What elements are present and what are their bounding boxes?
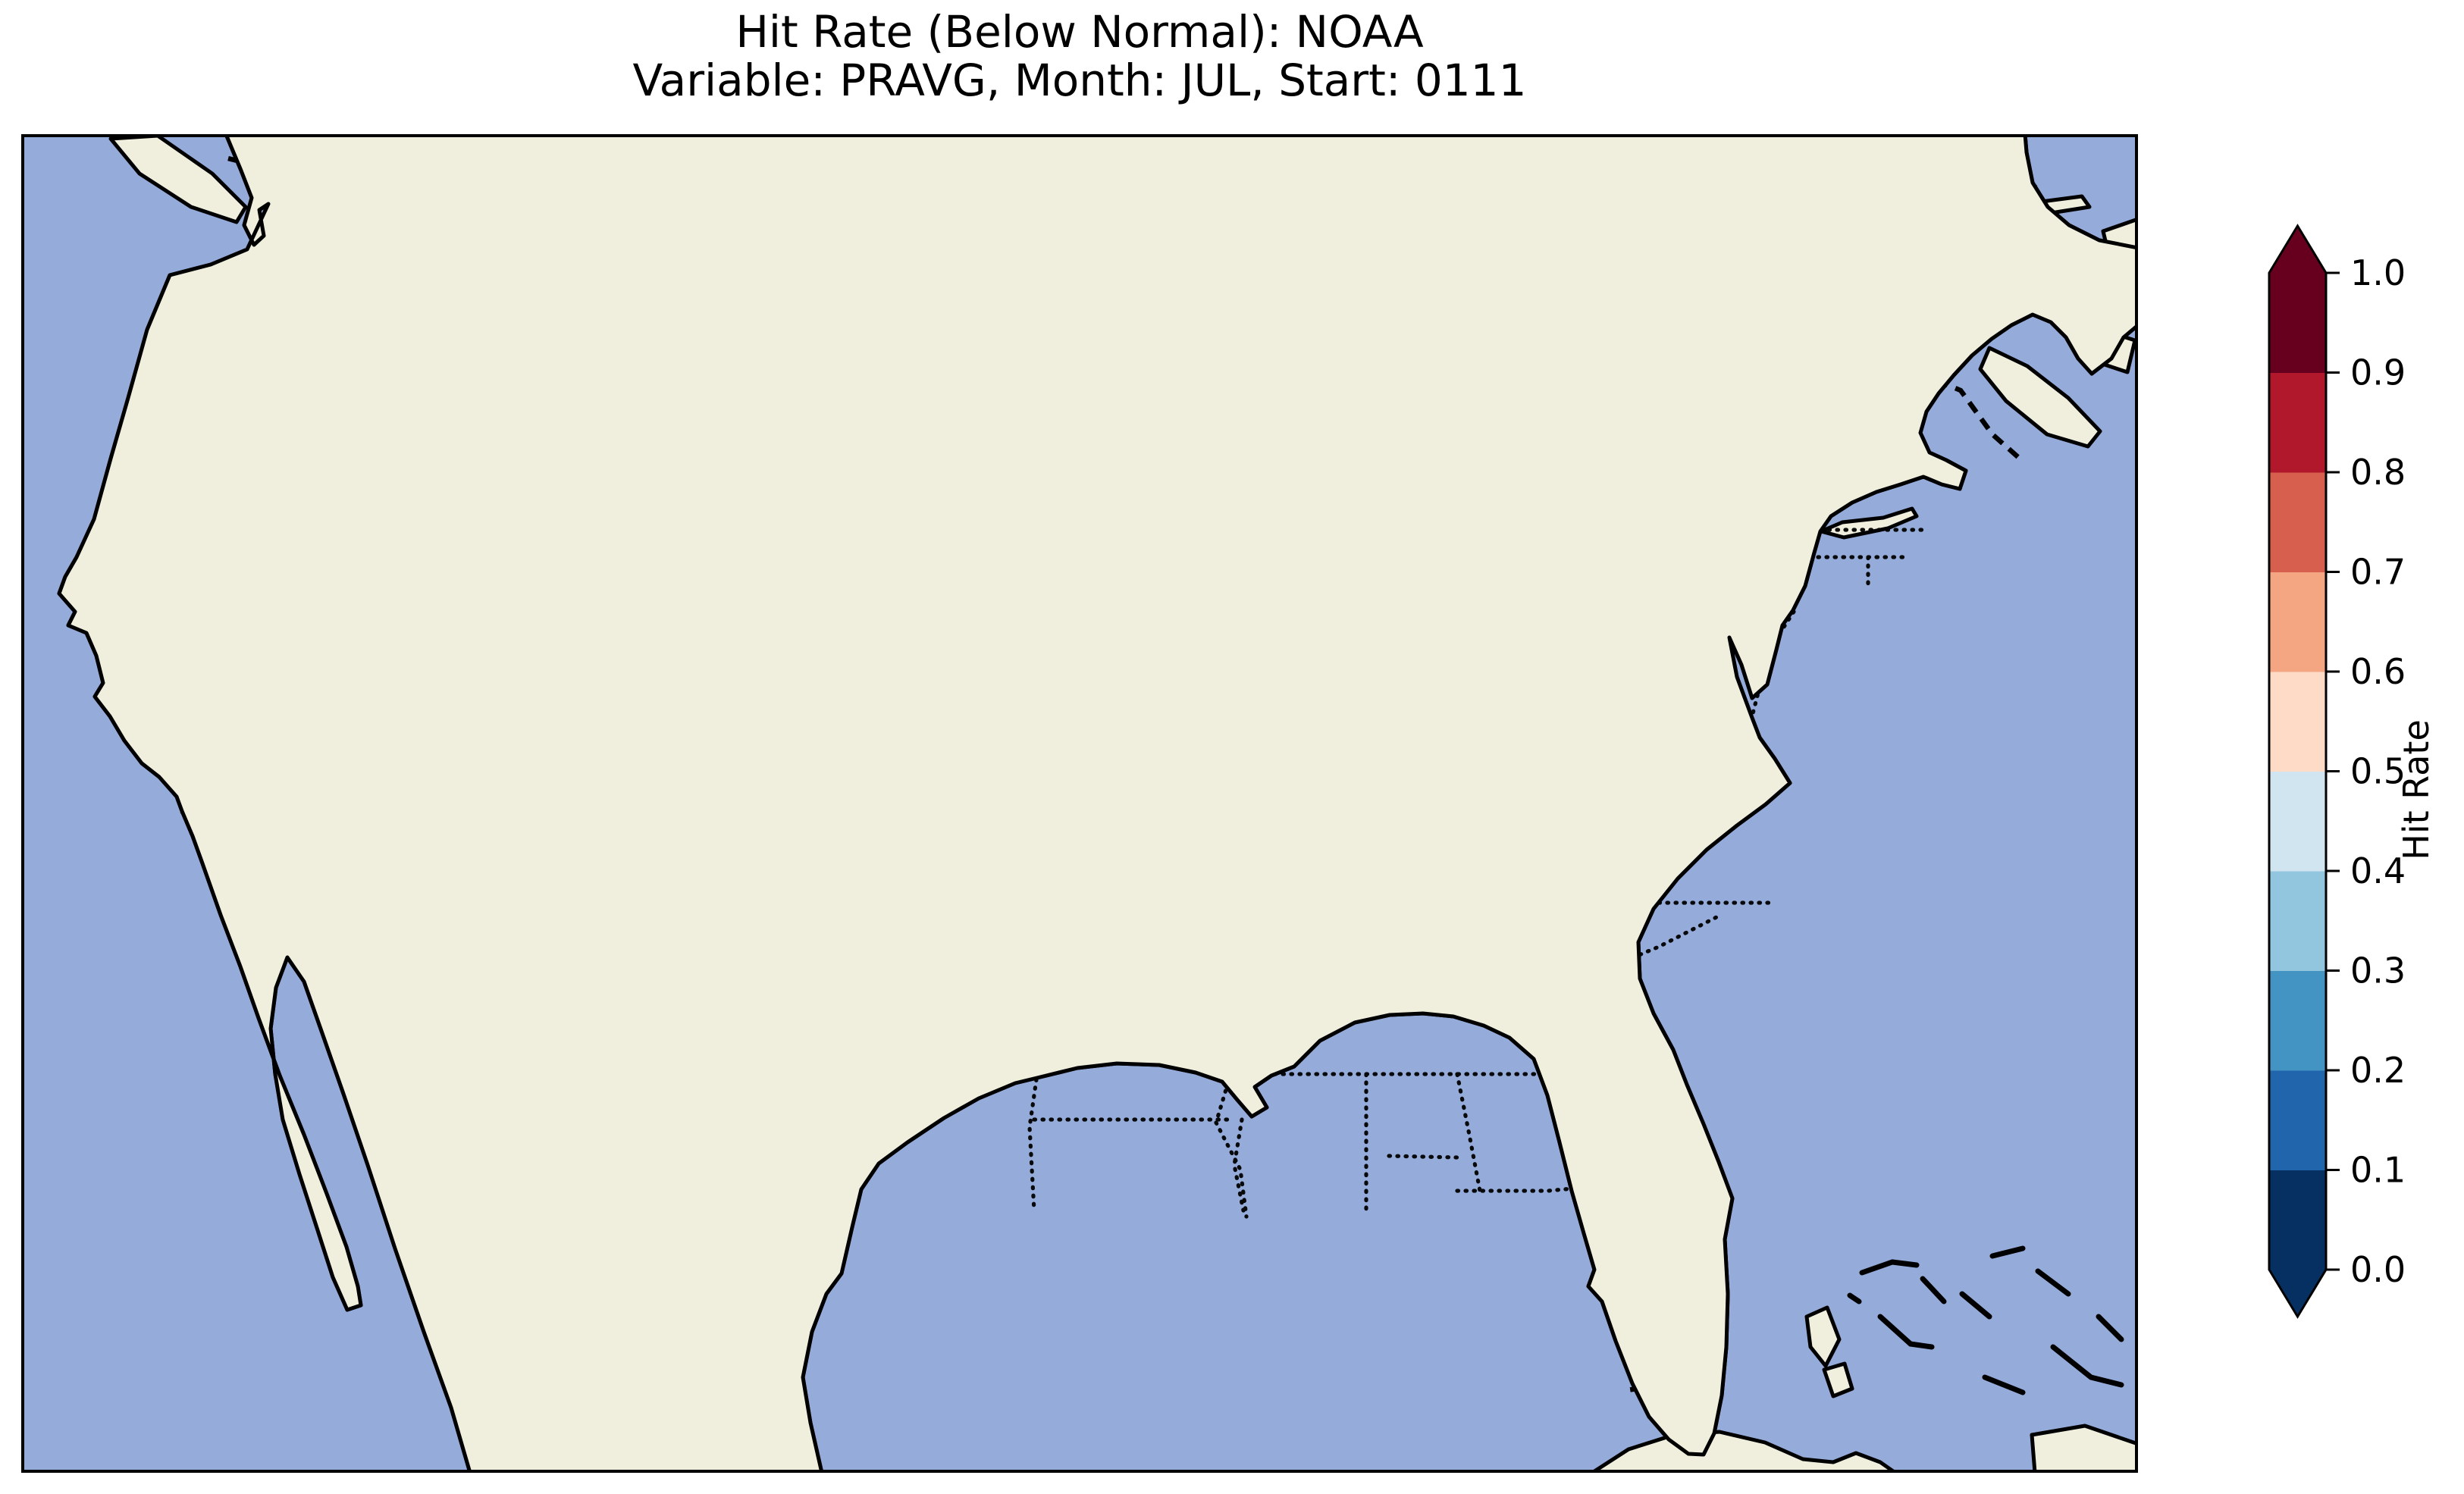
vancouver-island [108, 134, 248, 224]
colorbar-bin-0.5-0.6 [2269, 672, 2326, 772]
colorbar-tick-label: 0.8 [2350, 452, 2406, 493]
colorbar-ticks: 0.0 0.1 0.2 0.3 0.4 0.5 0.6 0.7 0.8 0.9 1.0 [2326, 252, 2406, 1290]
figure-title: Hit Rate (Below Normal): NOAA Variable: … [21, 8, 2138, 105]
title-line-2: Variable: PRAVG, Month: JUL, Start: 0111 [632, 55, 1527, 106]
us-hit-rate-map [21, 134, 2138, 1473]
colorbar-bin-0.7-0.8 [2269, 472, 2326, 572]
colorbar-over-arrow [2269, 226, 2326, 273]
colorbar-tick-label: 0.0 [2350, 1249, 2406, 1290]
colorbar-tick-label: 0.7 [2350, 552, 2406, 593]
colorbar-tick-label: 0.4 [2350, 850, 2406, 891]
colorbar-bin-0.8-0.9 [2269, 372, 2326, 473]
colorbar-axis-label: Hit Rate [2396, 719, 2437, 860]
map-panel [21, 134, 2138, 1473]
colorbar-tick-label: 0.1 [2350, 1150, 2406, 1191]
colorbar-tick-label: 0.5 [2350, 751, 2406, 792]
nova-scotia [1978, 346, 2102, 449]
map-frame [21, 134, 2138, 1473]
colorbar-bin-0.9-1.0 [2269, 273, 2326, 373]
hispaniola [2030, 1424, 2138, 1473]
bahamas-cays [1847, 1245, 2124, 1395]
colorbar-bin-0.2-0.3 [2269, 970, 2326, 1071]
andros-island [1804, 1305, 1842, 1368]
colorbar-tick-label: 0.6 [2350, 651, 2406, 692]
colorbar-tick-label: 0.2 [2350, 1050, 2406, 1091]
colorbar-bin-0.6-0.7 [2269, 572, 2326, 672]
colorbar-panel: 0.0 0.1 0.2 0.3 0.4 0.5 0.6 0.7 0.8 0.9 1.0 Hit Ra… [2244, 205, 2464, 1342]
colorbar-under-arrow [2269, 1270, 2326, 1317]
title-line-1: Hit Rate (Below Normal): NOAA [735, 6, 1424, 58]
colorbar-tick-label: 0.3 [2350, 951, 2406, 991]
colorbar-bin-0.1-0.2 [2269, 1070, 2326, 1170]
colorbar-segments [2269, 226, 2326, 1317]
bahama-island [1822, 1361, 1854, 1398]
colorbar-bin-0.3-0.4 [2269, 871, 2326, 971]
cuba [1590, 1430, 1898, 1473]
colorbar-tick-label: 0.9 [2350, 352, 2406, 393]
colorbar-bin-0.0-0.1 [2269, 1170, 2326, 1270]
colorbar-bin-0.4-0.5 [2269, 771, 2326, 872]
colorbar: 0.0 0.1 0.2 0.3 0.4 0.5 0.6 0.7 0.8 0.9 1.0 Hit Ra… [2268, 224, 2437, 1319]
colorbar-tick-label: 1.0 [2350, 252, 2406, 293]
